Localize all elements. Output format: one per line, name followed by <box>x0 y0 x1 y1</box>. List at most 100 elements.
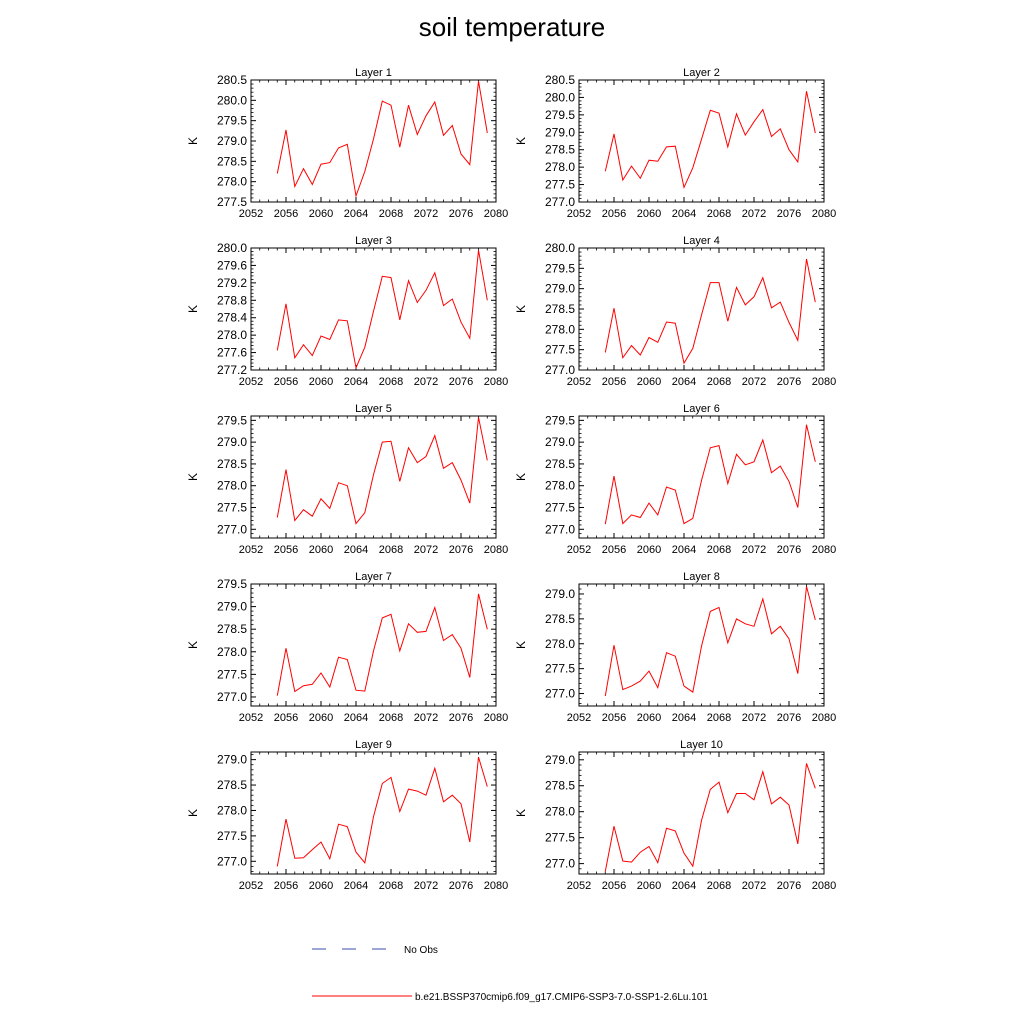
x-tick-label: 2080 <box>484 544 508 556</box>
y-tick-label: 278.5 <box>545 779 575 793</box>
y-tick-label: 278.0 <box>545 479 575 493</box>
subplot-layer-3: Layer 3 K 2052 2056 2060 2064 2068 2072 2076 2080… <box>186 235 508 388</box>
x-tick-label: 2056 <box>602 544 626 556</box>
x-tick-label: 2052 <box>239 544 263 556</box>
subplot-title: Layer 4 <box>683 235 720 247</box>
x-tick-label: 2068 <box>707 544 731 556</box>
x-tick-label: 2064 <box>344 712 368 724</box>
y-tick-label: 277.0 <box>545 363 575 377</box>
y-tick-label: 278.0 <box>217 328 247 342</box>
y-axis-label: K <box>186 641 200 649</box>
x-tick-label: 2060 <box>309 712 333 724</box>
y-tick-label: 278.8 <box>217 293 247 307</box>
x-tick-label: 2060 <box>637 880 661 892</box>
series-line <box>276 250 488 370</box>
x-tick-label: 2056 <box>274 712 298 724</box>
x-tick-label: 2076 <box>449 208 473 220</box>
x-tick-label: 2068 <box>707 880 731 892</box>
x-tick-label: 2064 <box>344 880 368 892</box>
y-tick-label: 279.0 <box>545 125 575 139</box>
y-axis-label: K <box>186 305 200 313</box>
x-tick-label: 2072 <box>414 712 438 724</box>
y-tick-label: 277.5 <box>545 178 575 192</box>
x-tick-label: 2068 <box>379 208 403 220</box>
y-tick-label: 278.0 <box>217 803 247 817</box>
plot-frame <box>578 247 825 371</box>
y-tick-label: 277.5 <box>217 501 247 515</box>
y-tick-label: 278.0 <box>545 637 575 651</box>
series-line <box>276 756 488 867</box>
x-tick-label: 2060 <box>637 544 661 556</box>
y-tick-label: 280.0 <box>545 241 575 255</box>
y-tick-label: 279.0 <box>217 134 247 148</box>
y-tick-label: 278.5 <box>545 457 575 471</box>
y-tick-label: 277.5 <box>545 831 575 845</box>
series-line <box>276 417 488 525</box>
y-tick-label: 277.5 <box>217 195 247 209</box>
x-tick-label: 2076 <box>449 880 473 892</box>
y-tick-label: 278.5 <box>545 302 575 316</box>
x-tick-label: 2080 <box>484 880 508 892</box>
x-tick-label: 2060 <box>309 208 333 220</box>
y-tick-label: 277.5 <box>545 343 575 357</box>
subplot-title: Layer 9 <box>355 739 392 751</box>
x-tick-label: 2056 <box>602 880 626 892</box>
y-tick-label: 278.5 <box>217 778 247 792</box>
x-tick-label: 2076 <box>777 208 801 220</box>
x-tick-label: 2052 <box>567 544 591 556</box>
y-tick-label: 279.6 <box>217 258 247 272</box>
x-tick-label: 2068 <box>379 376 403 388</box>
y-tick-label: 277.0 <box>545 857 575 871</box>
y-axis-label: K <box>186 137 200 145</box>
series-line <box>604 258 816 365</box>
x-tick-label: 2080 <box>484 712 508 724</box>
x-tick-label: 2060 <box>637 376 661 388</box>
legend-obs-label: No Obs <box>404 945 438 956</box>
x-tick-label: 2076 <box>449 544 473 556</box>
x-tick-label: 2064 <box>344 208 368 220</box>
series-line <box>604 91 816 190</box>
y-tick-label: 277.0 <box>217 690 247 704</box>
series-line <box>276 593 488 696</box>
series-line <box>276 81 488 198</box>
x-tick-label: 2068 <box>379 712 403 724</box>
x-tick-label: 2072 <box>742 880 766 892</box>
subplot-title: Layer 8 <box>683 571 720 583</box>
x-tick-label: 2068 <box>707 208 731 220</box>
x-tick-label: 2052 <box>567 376 591 388</box>
y-tick-label: 278.0 <box>545 805 575 819</box>
x-tick-label: 2080 <box>812 544 836 556</box>
y-tick-label: 278.5 <box>217 154 247 168</box>
y-tick-label: 279.5 <box>217 413 247 427</box>
x-tick-label: 2072 <box>414 376 438 388</box>
y-tick-label: 278.5 <box>545 143 575 157</box>
x-tick-label: 2076 <box>777 544 801 556</box>
y-tick-label: 280.0 <box>217 241 247 255</box>
y-tick-label: 277.5 <box>545 662 575 676</box>
y-tick-label: 277.6 <box>217 346 247 360</box>
x-tick-label: 2068 <box>379 880 403 892</box>
x-tick-label: 2064 <box>672 544 696 556</box>
y-tick-label: 278.0 <box>545 160 575 174</box>
x-tick-label: 2060 <box>637 712 661 724</box>
y-tick-label: 280.0 <box>217 93 247 107</box>
x-tick-label: 2072 <box>414 208 438 220</box>
x-tick-label: 2064 <box>672 712 696 724</box>
subplot-layer-9: Layer 9 K 2052 2056 2060 2064 2068 2072 2076 2080… <box>186 739 508 892</box>
x-tick-label: 2052 <box>239 376 263 388</box>
x-tick-label: 2056 <box>602 208 626 220</box>
figure-title: soil temperature <box>418 12 606 42</box>
plot-frame <box>250 751 497 875</box>
x-tick-label: 2064 <box>672 880 696 892</box>
y-tick-label: 279.0 <box>545 587 575 601</box>
x-tick-label: 2052 <box>567 208 591 220</box>
y-tick-label: 278.5 <box>217 622 247 636</box>
y-tick-label: 278.0 <box>545 322 575 336</box>
x-tick-label: 2076 <box>777 376 801 388</box>
subplot-title: Layer 1 <box>355 67 392 79</box>
subplot-title: Layer 3 <box>355 235 392 247</box>
x-tick-label: 2080 <box>812 880 836 892</box>
y-axis-label: K <box>514 305 528 313</box>
y-tick-label: 279.5 <box>217 577 247 591</box>
x-tick-label: 2080 <box>812 712 836 724</box>
